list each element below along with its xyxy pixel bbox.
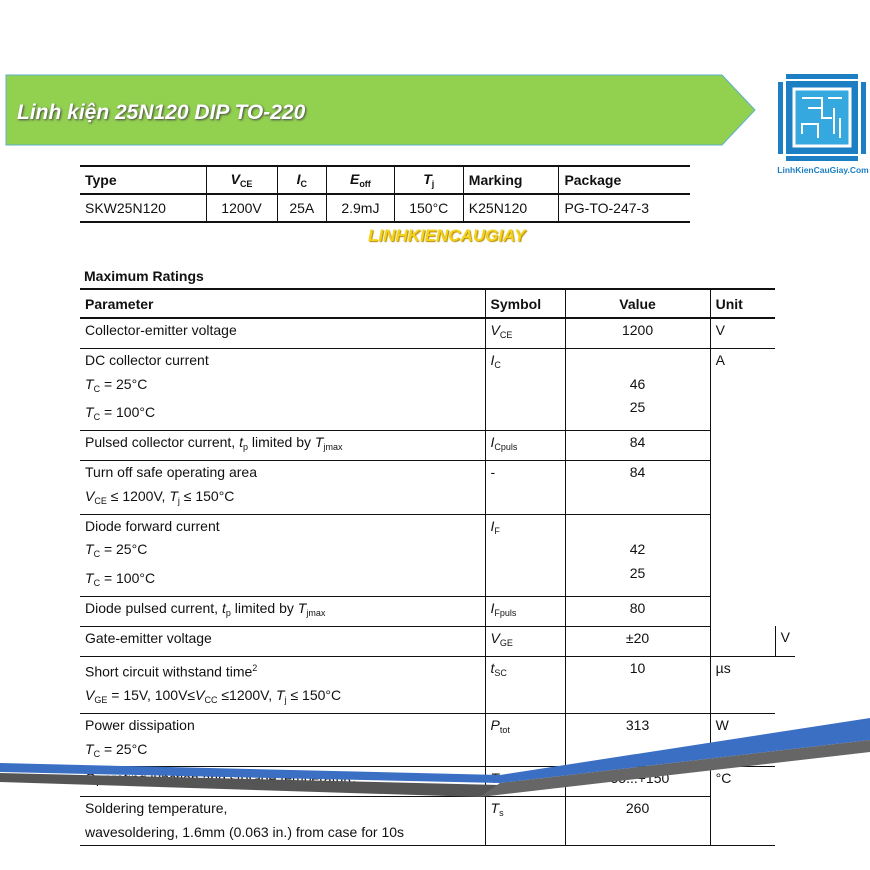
header-eoff: Eoff (326, 166, 395, 194)
symbol-cell: tSC (484, 656, 565, 714)
value-cell: ±20 (564, 626, 711, 657)
unit-cell: A (709, 348, 776, 657)
header-package: Package (558, 166, 690, 194)
value-cell: 80 (564, 596, 711, 627)
table-row: Power dissipation TC = 25°C Ptot 313 W (80, 713, 795, 768)
unit-cell: µs (709, 656, 776, 714)
header-value: Value (564, 288, 711, 319)
value-cell: 260 (564, 796, 711, 846)
value-cell: -55...+150 (564, 766, 711, 798)
value-cell: 84 (564, 460, 711, 515)
cell-type: SKW25N120 (85, 200, 166, 216)
header-ic: IC (276, 166, 327, 194)
header-type: Type (85, 172, 117, 188)
logo-chip-icon (778, 74, 866, 161)
page-title: Linh kiện 25N120 DIP TO-220 (17, 101, 306, 124)
summary-table: Type VCE IC Eoff Tj Marking Package SKW25N120 12… (80, 165, 690, 223)
logo-text: LinhKienCauGiay.Com (777, 165, 869, 175)
unit-cell: V (709, 318, 776, 349)
header-vce: VCE (205, 166, 278, 194)
parameter-cell: Diode forward current TC = 25°C TC = 100°C (80, 514, 486, 597)
parameter-cell: Collector-emitter voltage (80, 318, 486, 349)
table-row: Gate-emitter voltage VGE ±20 V (80, 626, 795, 657)
parameter-cell: Gate-emitter voltage (80, 626, 486, 657)
value-cell: 84 (564, 430, 711, 461)
table-row: Diode forward current TC = 25°C TC = 100°C… (80, 514, 795, 597)
symbol-cell: IF (484, 514, 565, 597)
table-row: Soldering temperature, wavesoldering, 1.6… (80, 796, 795, 846)
table-row: Turn off safe operating area VCE ≤ 1200V,… (80, 460, 795, 515)
symbol-cell: Ptot (484, 713, 565, 768)
parameter-cell: Diode pulsed current, tp limited by Tjma… (80, 596, 486, 627)
symbol-cell: Tj , Tstg (484, 766, 565, 798)
header-marking: Marking (462, 166, 559, 194)
value-cell: 313 (564, 713, 711, 768)
cell-package: PG-TO-247-3 (558, 194, 690, 222)
title-banner (5, 74, 756, 146)
header-tj: Tj (393, 166, 464, 194)
cell-tj: 150°C (393, 194, 464, 222)
cell-eoff: 2.9mJ (326, 194, 395, 222)
unit-cell: W (709, 713, 776, 768)
symbol-cell: VCE (484, 318, 565, 349)
table-row: Operating junction and storage temperatu… (80, 766, 795, 846)
parameter-cell: Power dissipation TC = 25°C (80, 713, 486, 768)
parameter-cell: Soldering temperature, wavesoldering, 1.6… (80, 796, 486, 846)
symbol-cell: VGE (484, 626, 565, 657)
max-ratings-title: Maximum Ratings (84, 268, 204, 284)
symbol-cell: ICpuls (484, 430, 565, 461)
value-cell: 10 (564, 656, 711, 714)
header-symbol: Symbol (484, 288, 565, 319)
parameter-cell: Pulsed collector current, tp limited by … (80, 430, 486, 461)
symbol-cell: - (484, 460, 565, 515)
table-row: Diode pulsed current, tp limited by Tjma… (80, 596, 795, 627)
parameter-cell: Short circuit withstand time2 VGE = 15V, … (80, 656, 486, 714)
cell-marking: K25N120 (462, 194, 559, 222)
table-row: Short circuit withstand time2 VGE = 15V, … (80, 656, 795, 714)
table-row: DC collector current TC = 25°C TC = 100°C I… (80, 348, 795, 657)
value-cell: 1200 (564, 318, 711, 349)
symbol-cell: IC (484, 348, 565, 432)
table-row: Pulsed collector current, tp limited by … (80, 430, 795, 461)
cell-ic: 25A (276, 194, 327, 222)
max-ratings-table: Parameter Symbol Value Unit Collector-emitte… (80, 288, 795, 846)
watermark: LINHKIENCAUGIAY (368, 226, 526, 245)
cell-vce: 1200V (205, 194, 278, 222)
unit-cell: °C (709, 766, 776, 846)
value-cell: 42 25 (564, 514, 711, 597)
table-row: Collector-emitter voltage VCE 1200 V (80, 318, 795, 349)
parameter-cell: Turn off safe operating area VCE ≤ 1200V,… (80, 460, 486, 515)
parameter-cell: DC collector current TC = 25°C TC = 100°C (80, 348, 486, 432)
header-unit: Unit (709, 288, 776, 319)
symbol-cell: Ts (484, 796, 565, 846)
value-cell: 46 25 (564, 348, 711, 432)
symbol-cell: IFpuls (484, 596, 565, 627)
header-parameter: Parameter (80, 288, 486, 319)
parameter-cell: Operating junction and storage temperatu… (80, 766, 486, 798)
unit-cell: V (774, 626, 795, 657)
